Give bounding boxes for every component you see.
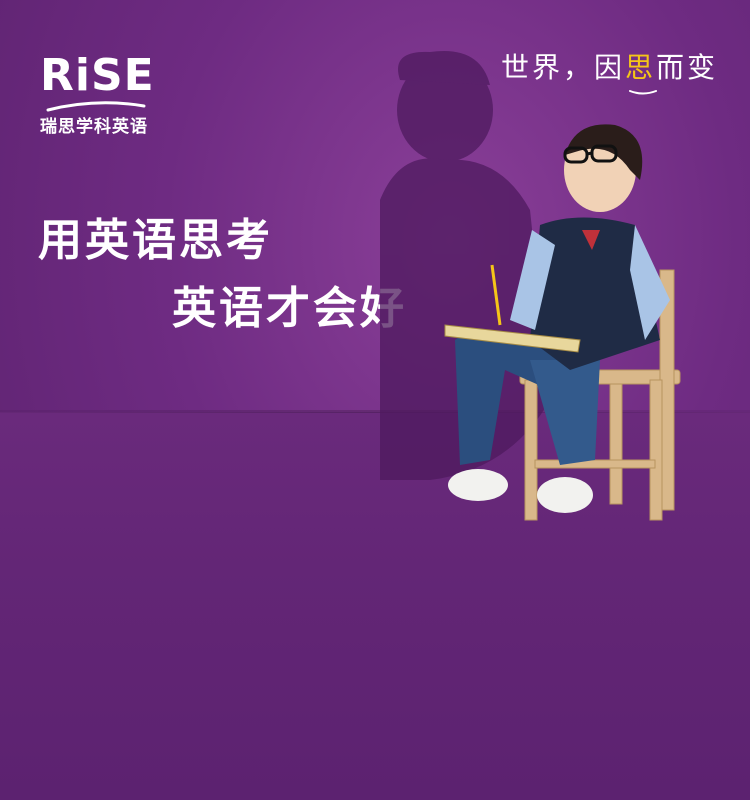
logo-swoosh-icon <box>46 101 146 112</box>
logo-text: RiSE <box>40 50 155 101</box>
slogan-underline-icon <box>629 90 657 95</box>
floor <box>0 412 750 800</box>
slogan-part2: 而变 <box>655 51 718 84</box>
slogan-highlight: 思 <box>624 51 656 84</box>
boy-on-chair-illustration <box>380 50 681 521</box>
thinker-shadow-icon <box>380 50 550 480</box>
headline-line2: 英语才会好 <box>172 283 407 334</box>
pencil-icon <box>490 264 502 326</box>
boy-legs-icon <box>448 332 600 513</box>
headline-line1: 用英语思考 <box>38 215 273 266</box>
logo-wordmark: RiSE <box>40 52 170 100</box>
slogan: 世界，因思而变 <box>501 46 718 86</box>
book-icon <box>444 324 581 353</box>
logo-subtitle: 瑞思学科英语 <box>40 117 148 137</box>
rise-logo[interactable]: RiSE 瑞思学科英语 <box>40 52 170 138</box>
boy-head-icon <box>563 124 643 212</box>
boy-torso-icon <box>510 217 670 370</box>
slogan-part1: 世界，因 <box>500 51 625 84</box>
floor-horizon <box>0 410 750 413</box>
